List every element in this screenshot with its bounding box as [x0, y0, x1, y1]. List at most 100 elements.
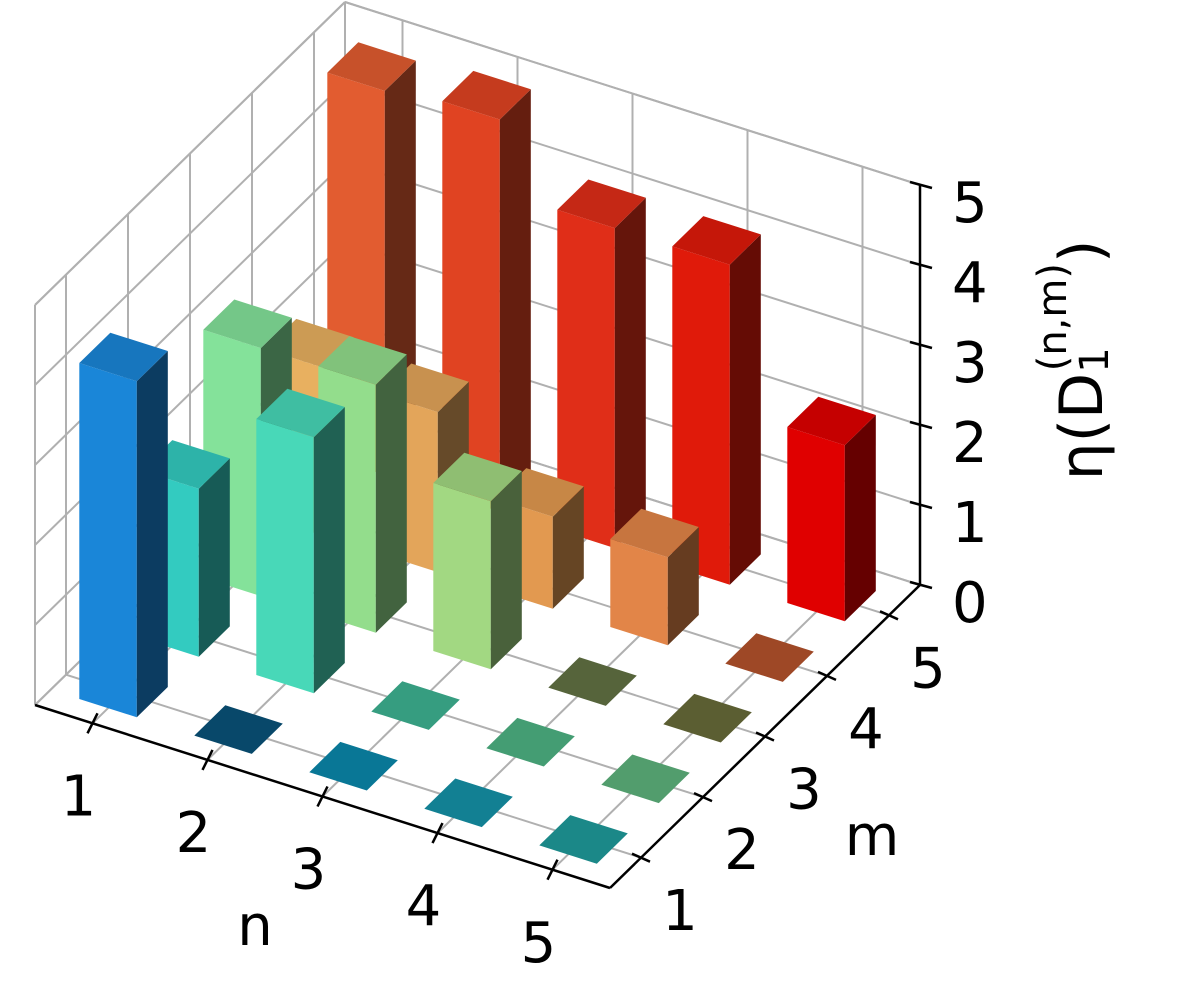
bar: [601, 754, 690, 804]
bar: [194, 705, 283, 754]
x-axis-label: n: [237, 894, 273, 959]
bar-front: [557, 209, 615, 549]
bar-side: [667, 527, 699, 646]
z-tick: [909, 180, 933, 190]
bar-top: [433, 452, 522, 502]
bar-side: [490, 471, 522, 670]
bar: [787, 396, 876, 622]
z-label-sup: (n,m): [1030, 263, 1076, 371]
bar-top: [424, 778, 513, 828]
z-tick-label: 3: [952, 331, 988, 396]
bar-top: [610, 508, 699, 558]
bar-side: [313, 407, 345, 694]
bar-side: [552, 486, 584, 609]
z-tick: [909, 500, 933, 510]
bar-top: [725, 633, 814, 682]
bar-top: [371, 681, 460, 730]
bar-side: [729, 234, 761, 585]
bar-top: [79, 332, 168, 382]
bar-top: [442, 70, 531, 120]
x-tick-label: 5: [521, 911, 557, 976]
wall-grid-line: [34, 1, 346, 306]
bar-side: [198, 458, 230, 657]
z-tick-label: 5: [952, 171, 988, 236]
z-tick: [909, 260, 933, 270]
bar-top: [601, 754, 690, 804]
bar-top: [318, 336, 407, 385]
bar-top: [194, 705, 283, 754]
bar: [548, 657, 637, 706]
z-tick-label: 1: [952, 491, 988, 556]
bar: [539, 815, 628, 864]
y-tick: [755, 731, 775, 742]
bar-side: [375, 354, 407, 633]
bar: [309, 741, 398, 791]
z-tick: [909, 420, 933, 430]
bar-front: [672, 246, 730, 585]
z-label-close: ): [1047, 240, 1117, 263]
bar-top: [327, 42, 416, 91]
y-tick-label: 3: [786, 758, 822, 823]
x-tick: [201, 749, 214, 771]
bar: [256, 388, 345, 694]
bar-top: [256, 388, 345, 438]
bar-top: [672, 216, 761, 265]
y-axis-label: m: [845, 804, 900, 869]
bar: [725, 633, 814, 682]
bar-top: [787, 396, 876, 446]
x-tick: [86, 712, 99, 734]
z-tick: [909, 580, 933, 590]
bar: [557, 179, 646, 549]
y-tick-label: 4: [848, 697, 884, 762]
bar-side: [499, 89, 531, 512]
bar: [486, 717, 575, 767]
bar-side: [136, 351, 168, 718]
bar-top: [663, 693, 752, 743]
z-axis-label: η(D1(n,m)): [1030, 240, 1118, 481]
z-tick: [909, 340, 933, 350]
y-tick: [879, 610, 899, 621]
z-tick-label: 4: [952, 251, 988, 316]
bar: [672, 216, 761, 585]
bar-top: [486, 717, 575, 767]
y-tick: [693, 791, 713, 803]
y-tick-label: 5: [910, 636, 946, 701]
bar-top: [557, 179, 646, 229]
bar-front: [787, 427, 845, 622]
z-label-sub: 1: [1072, 347, 1118, 372]
bar: [433, 452, 522, 670]
bar-front: [256, 419, 314, 694]
x-tick-label: 3: [291, 838, 327, 903]
bar-top: [539, 815, 628, 864]
y-tick: [817, 670, 837, 682]
wall-grid-line: [34, 81, 346, 386]
wall-grid-line: [344, 1, 921, 186]
y-tick-label: 2: [724, 818, 760, 883]
bar: [424, 778, 513, 828]
x-tick-label: 4: [406, 874, 442, 939]
z-tick-label: 2: [952, 411, 988, 476]
bar-front: [79, 363, 137, 718]
bar-top: [309, 741, 398, 791]
bar: [371, 681, 460, 730]
x-tick-label: 2: [176, 801, 212, 866]
z-tick-label: 0: [952, 571, 988, 636]
bar: [610, 508, 699, 646]
z-label-base: η(D: [1047, 373, 1117, 481]
bar: [79, 332, 168, 718]
bar-front: [433, 483, 491, 670]
x-tick-label: 1: [61, 764, 97, 829]
y-tick: [631, 852, 651, 863]
y-tick-label: 1: [662, 879, 698, 944]
bar-top: [203, 299, 292, 349]
x-tick: [316, 785, 329, 808]
wall-grid-line: [344, 81, 921, 266]
x-tick: [431, 822, 444, 844]
x-tick: [546, 859, 559, 881]
bar-top: [548, 657, 637, 706]
bar: [663, 693, 752, 743]
bar-side: [844, 415, 876, 622]
bar-front: [610, 539, 668, 646]
